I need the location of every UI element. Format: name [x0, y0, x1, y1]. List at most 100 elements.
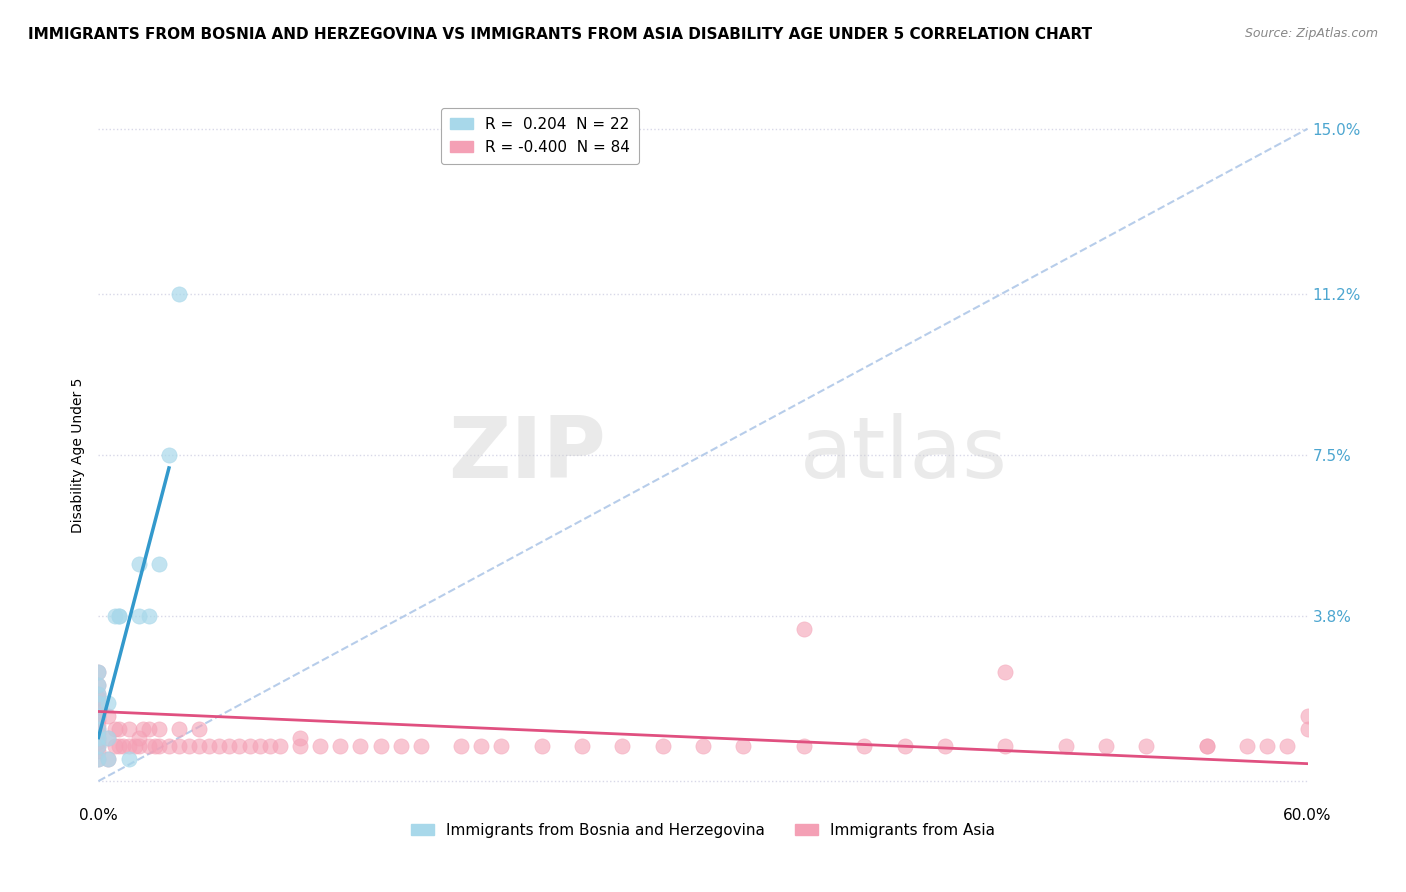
Point	[107, 608, 129, 623]
Point	[118, 739, 141, 754]
Point	[87, 722, 110, 736]
Point	[1195, 739, 1218, 754]
Point	[87, 678, 110, 692]
Text: Source: ZipAtlas.com: Source: ZipAtlas.com	[1244, 27, 1378, 40]
Point	[208, 739, 231, 754]
Legend: Immigrants from Bosnia and Herzegovina, Immigrants from Asia: Immigrants from Bosnia and Herzegovina, …	[405, 817, 1001, 844]
Point	[167, 287, 190, 301]
Point	[87, 713, 110, 727]
Point	[167, 739, 190, 754]
Point	[87, 696, 110, 710]
Point	[87, 705, 110, 719]
Point	[87, 687, 110, 701]
Point	[97, 731, 120, 745]
Point	[793, 622, 815, 636]
Point	[87, 678, 110, 692]
Point	[228, 739, 250, 754]
Point	[157, 739, 180, 754]
Point	[571, 739, 593, 754]
Point	[138, 739, 160, 754]
Point	[491, 739, 513, 754]
Point	[132, 722, 155, 736]
Point	[107, 608, 129, 623]
Point	[853, 739, 876, 754]
Point	[1135, 739, 1157, 754]
Point	[87, 752, 110, 766]
Point	[179, 739, 201, 754]
Point	[148, 739, 170, 754]
Point	[107, 722, 129, 736]
Point	[87, 696, 110, 710]
Point	[87, 739, 110, 754]
Point	[733, 739, 755, 754]
Point	[470, 739, 492, 754]
Point	[269, 739, 291, 754]
Point	[103, 739, 125, 754]
Point	[124, 739, 146, 754]
Point	[128, 739, 150, 754]
Point	[97, 752, 120, 766]
Point	[87, 708, 110, 723]
Point	[450, 739, 472, 754]
Point	[87, 731, 110, 745]
Point	[97, 752, 120, 766]
Point	[329, 739, 352, 754]
Point	[409, 739, 432, 754]
Y-axis label: Disability Age Under 5: Disability Age Under 5	[72, 377, 86, 533]
Point	[1054, 739, 1077, 754]
Text: atlas: atlas	[800, 413, 1008, 497]
Point	[87, 722, 110, 736]
Point	[370, 739, 392, 754]
Point	[793, 739, 815, 754]
Point	[87, 739, 110, 754]
Point	[692, 739, 714, 754]
Point	[97, 696, 120, 710]
Point	[288, 739, 311, 754]
Text: ZIP: ZIP	[449, 413, 606, 497]
Point	[87, 687, 110, 701]
Point	[87, 691, 110, 706]
Point	[259, 739, 281, 754]
Point	[97, 708, 120, 723]
Point	[218, 739, 240, 754]
Point	[1236, 739, 1258, 754]
Point	[239, 739, 262, 754]
Text: IMMIGRANTS FROM BOSNIA AND HERZEGOVINA VS IMMIGRANTS FROM ASIA DISABILITY AGE UN: IMMIGRANTS FROM BOSNIA AND HERZEGOVINA V…	[28, 27, 1092, 42]
Point	[87, 665, 110, 680]
Point	[198, 739, 221, 754]
Point	[138, 608, 160, 623]
Point	[128, 557, 150, 571]
Point	[118, 752, 141, 766]
Point	[97, 731, 120, 745]
Point	[530, 739, 553, 754]
Point	[994, 665, 1017, 680]
Point	[87, 752, 110, 766]
Point	[87, 731, 110, 745]
Point	[87, 700, 110, 714]
Point	[994, 739, 1017, 754]
Point	[349, 739, 371, 754]
Point	[1256, 739, 1278, 754]
Point	[1195, 739, 1218, 754]
Point	[188, 722, 211, 736]
Point	[934, 739, 956, 754]
Point	[148, 557, 170, 571]
Point	[118, 722, 141, 736]
Point	[893, 739, 915, 754]
Point	[167, 722, 190, 736]
Point	[148, 722, 170, 736]
Point	[157, 448, 180, 462]
Point	[87, 735, 110, 749]
Point	[87, 665, 110, 680]
Point	[103, 608, 125, 623]
Point	[288, 731, 311, 745]
Point	[107, 739, 129, 754]
Point	[111, 739, 134, 754]
Point	[188, 739, 211, 754]
Point	[389, 739, 412, 754]
Point	[1296, 708, 1319, 723]
Point	[103, 722, 125, 736]
Point	[143, 739, 166, 754]
Point	[1296, 722, 1319, 736]
Point	[87, 708, 110, 723]
